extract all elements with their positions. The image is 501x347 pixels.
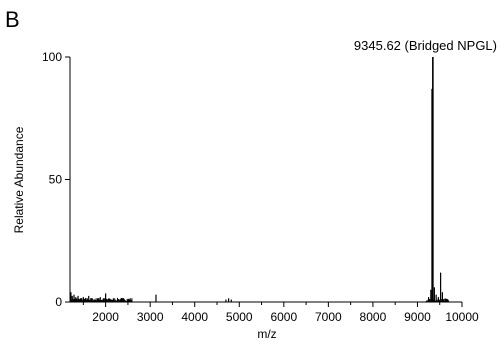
y-tick-label-0: 0 (55, 295, 62, 309)
x-tick-label-9000: 9000 (404, 310, 431, 324)
peaks (70, 57, 446, 302)
x-tick-label-6000: 6000 (270, 310, 297, 324)
x-tick-label-2000: 2000 (92, 310, 119, 324)
x-axis: 2000 3000 4000 5000 6000 7000 8000 9000 10000 (70, 301, 479, 324)
x-tick-label-5000: 5000 (226, 310, 253, 324)
base-peak-annotation: 9345.62 (Bridged NPGL) (354, 38, 497, 53)
y-tick-label-100: 100 (42, 50, 62, 64)
y-axis-label: Relative Abundance (12, 126, 26, 233)
y-axis: 0 50 100 (42, 50, 71, 309)
x-axis-label: m/z (257, 327, 276, 341)
panel-label: B (5, 7, 20, 32)
x-tick-label-10000: 10000 (445, 310, 479, 324)
x-tick-label-7000: 7000 (315, 310, 342, 324)
x-tick-label-3000: 3000 (137, 310, 164, 324)
y-tick-label-50: 50 (49, 173, 63, 187)
x-tick-label-4000: 4000 (181, 310, 208, 324)
x-tick-label-8000: 8000 (360, 310, 387, 324)
baseline-noise (69, 297, 449, 302)
